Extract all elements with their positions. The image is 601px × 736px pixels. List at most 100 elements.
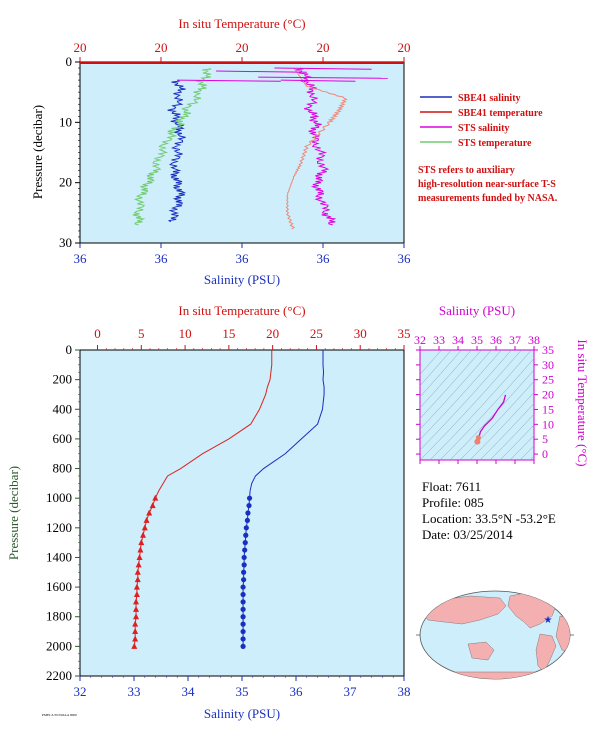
full-profile-top-tick-label: 10: [179, 326, 192, 341]
temperature-marker: [141, 524, 148, 531]
near-surface-top-tick-label: 20: [398, 40, 411, 55]
temperature-marker: [135, 561, 142, 568]
near-surface-y-tick-label: 0: [66, 54, 73, 69]
temperature-marker: [133, 598, 140, 605]
density-contour: [509, 435, 534, 460]
full-profile-y-tick-label: 1200: [46, 520, 72, 535]
full-profile-top-title: In situ Temperature (°C): [178, 303, 305, 318]
temperature-marker: [138, 539, 145, 546]
near-surface-bottom-ticks: 36 36 36 36 36: [74, 243, 411, 266]
salinity-marker: [240, 621, 246, 627]
full-profile-y-tick-label: 1800: [46, 609, 72, 624]
sts-salinity-spike: [280, 79, 356, 82]
full-profile-bottom-tick-label: 37: [344, 684, 358, 699]
temperature-marker: [152, 494, 159, 501]
density-contour: [519, 445, 534, 460]
temperature-marker: [133, 583, 140, 590]
legend: SBE41 salinity SBE41 temperature STS salin…: [420, 93, 543, 149]
salinity-marker: [241, 554, 247, 561]
legend-label: STS temperature: [458, 138, 532, 149]
world-map: ★: [416, 590, 574, 680]
density-contour: [429, 350, 532, 460]
full-profile-y-tick-label: 400: [53, 401, 73, 416]
near-surface-y-tick-label: 20: [59, 175, 72, 190]
full-profile-y-tick-label: 1600: [46, 579, 72, 594]
sts-salinity-line: [295, 67, 337, 226]
full-profile-bottom-tick-label: 35: [236, 684, 249, 699]
near-surface-y-ticks: 0 10 20 30: [59, 54, 80, 250]
full-profile-top-tick-label: 5: [138, 326, 145, 341]
full-profile-y-label: Pressure (decibar): [6, 466, 21, 560]
ts-top-title: Salinity (PSU): [439, 303, 515, 318]
float-info: Float: 7611 Profile: 085 Location: 33.5°…: [422, 479, 556, 542]
float-id: Float: 7611: [422, 479, 481, 494]
near-surface-top-tick-label: 20: [155, 40, 168, 55]
density-contour: [469, 391, 534, 460]
sts-temperature-line: [132, 67, 212, 226]
density-contour: [420, 350, 462, 398]
sts-salinity-spike: [177, 79, 281, 82]
full-profile-y-tick-label: 1400: [46, 549, 72, 564]
full-profile-y-tick-label: 1000: [46, 490, 72, 505]
float-location: Location: 33.5°N -53.2°E: [422, 511, 556, 526]
ts-x-tick-label: 35: [471, 333, 483, 347]
salinity-marker: [240, 584, 246, 590]
density-contour: [439, 358, 534, 460]
sts-note-line-3: measurements funded by NASA.: [418, 193, 558, 204]
salinity-marker: [242, 547, 248, 553]
near-surface-bottom-tick-label: 36: [236, 251, 250, 266]
salinity-marker: [240, 636, 246, 642]
sts-note-line-1: STS refers to auxiliary: [418, 165, 515, 176]
full-profile-top-tick-label: 0: [94, 326, 101, 341]
salinity-marker: [244, 517, 250, 524]
ts-x-tick-label: 38: [528, 333, 540, 347]
density-contour: [420, 350, 512, 451]
near-surface-top-tick-label: 20: [74, 40, 87, 55]
ts-y-tick-label: 30: [542, 358, 554, 372]
full-profile-y-tick-label: 800: [53, 461, 73, 476]
full-profile-bottom-tick-label: 38: [398, 684, 411, 699]
ts-deep-marker: [475, 435, 481, 441]
sbe41-salinity-line: [167, 79, 187, 223]
ts-curve: [474, 394, 507, 445]
density-contour: [479, 402, 534, 460]
ts-y-label: In situ Temperature (°C): [575, 339, 590, 466]
density-contour: [420, 350, 452, 387]
salinity-marker: [241, 577, 247, 583]
temperature-marker: [133, 591, 140, 597]
legend-label: STS salinity: [458, 123, 509, 134]
profile-date: Date: 03/25/2014: [422, 527, 513, 542]
full-profile-bottom-tick-label: 33: [128, 684, 141, 699]
ts-x-tick-label: 32: [414, 333, 426, 347]
density-contour: [420, 350, 472, 409]
full-profile-top-tick-label: 35: [398, 326, 411, 341]
near-surface-bottom-label: Salinity (PSU): [204, 272, 280, 287]
ts-y-tick-label: 10: [542, 417, 554, 431]
ts-y-tick-label: 20: [542, 388, 554, 402]
sts-note-line-2: high-resolution near-surface T-S: [418, 179, 556, 190]
full-profile-top-ticks: 0 5 10 15 20 25 30 35: [94, 326, 411, 350]
full-profile-series: [131, 350, 325, 649]
salinity-marker: [241, 569, 247, 575]
full-profile-y-tick-label: 2200: [46, 668, 72, 683]
full-profile-bottom-label: Salinity (PSU): [204, 706, 280, 721]
sts-salinity-spike: [258, 76, 388, 79]
temperature-marker: [134, 576, 141, 583]
near-surface-bottom-tick-label: 36: [74, 251, 88, 266]
full-profile-y-ticks: 0 200 400 600 800 1000 1200 1400 1600 1800 2000 220…: [46, 342, 80, 683]
salinity-marker: [243, 532, 249, 538]
sts-temperature-secondary-line: [285, 67, 348, 230]
ts-density-contours: [420, 350, 534, 460]
ts-deep-marker: [474, 438, 481, 445]
temperature-marker: [132, 628, 139, 635]
near-surface-y-tick-label: 30: [59, 235, 72, 250]
full-profile-top-tick-label: 15: [222, 326, 235, 341]
temperature-marker: [143, 516, 150, 523]
temperature-marker: [133, 605, 140, 612]
ts-y-tick-label: 35: [542, 343, 554, 357]
near-surface-series: [132, 67, 388, 230]
full-profile-y-tick-label: 600: [53, 431, 73, 446]
salinity-marker: [245, 510, 251, 516]
full-profile-top-tick-label: 25: [310, 326, 323, 341]
